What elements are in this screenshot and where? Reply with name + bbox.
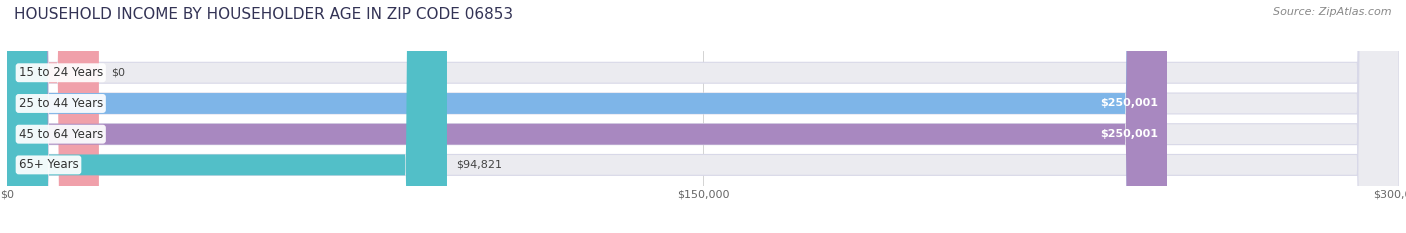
FancyBboxPatch shape	[7, 0, 1399, 233]
FancyBboxPatch shape	[7, 0, 98, 233]
FancyBboxPatch shape	[7, 0, 1399, 233]
Text: 65+ Years: 65+ Years	[18, 158, 79, 171]
Text: $250,001: $250,001	[1099, 99, 1157, 109]
FancyBboxPatch shape	[7, 0, 1167, 233]
Text: 45 to 64 Years: 45 to 64 Years	[18, 128, 103, 141]
FancyBboxPatch shape	[7, 0, 447, 233]
Text: Source: ZipAtlas.com: Source: ZipAtlas.com	[1274, 7, 1392, 17]
Text: 25 to 44 Years: 25 to 44 Years	[18, 97, 103, 110]
FancyBboxPatch shape	[7, 0, 1399, 233]
Text: 15 to 24 Years: 15 to 24 Years	[18, 66, 103, 79]
Text: $0: $0	[111, 68, 125, 78]
FancyBboxPatch shape	[7, 0, 1399, 233]
Text: $250,001: $250,001	[1099, 129, 1157, 139]
Text: $94,821: $94,821	[457, 160, 502, 170]
Text: HOUSEHOLD INCOME BY HOUSEHOLDER AGE IN ZIP CODE 06853: HOUSEHOLD INCOME BY HOUSEHOLDER AGE IN Z…	[14, 7, 513, 22]
FancyBboxPatch shape	[7, 0, 1167, 233]
